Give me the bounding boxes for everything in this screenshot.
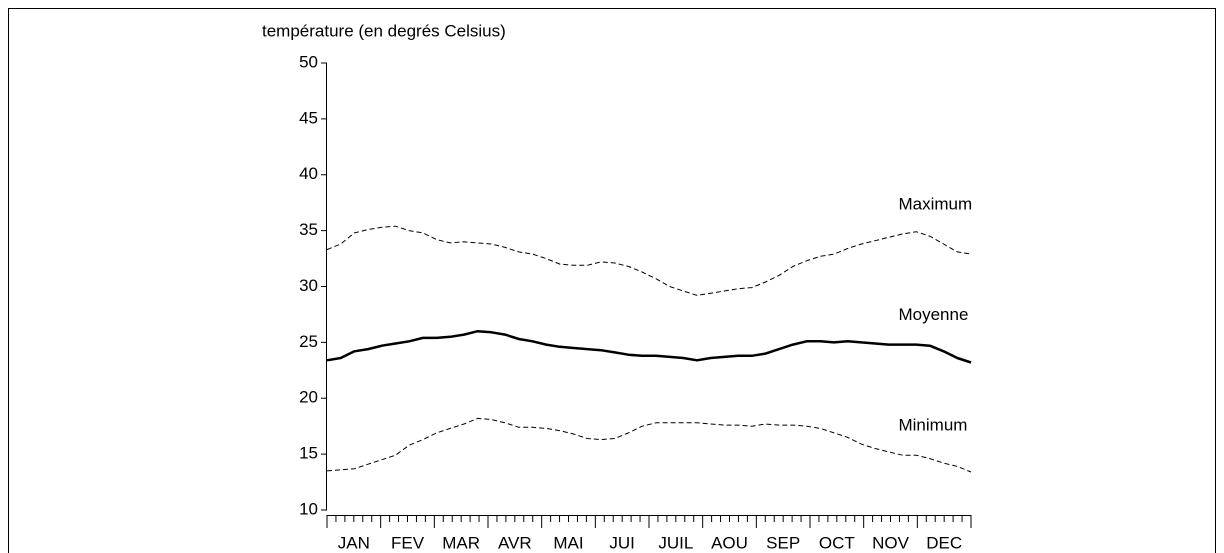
y-tick-label: 45 — [299, 108, 318, 127]
series-line — [326, 417, 972, 473]
series-label: Moyenne — [898, 305, 968, 324]
x-tick-label: DEC — [926, 533, 962, 552]
y-tick-label: 15 — [299, 444, 318, 463]
series-line — [326, 225, 972, 296]
x-tick-label: AOU — [711, 533, 748, 552]
x-tick-label: NOV — [872, 533, 910, 552]
series-label: Maximum — [898, 194, 972, 213]
x-tick-label: MAI — [553, 533, 583, 552]
y-tick-label: 20 — [299, 388, 318, 407]
frame — [8, 8, 1216, 553]
x-tick-label: JUI — [609, 533, 635, 552]
x-tick-label: OCT — [819, 533, 855, 552]
y-axis-label: température (en degrés Celsius) — [262, 21, 506, 40]
x-tick-label: SEP — [766, 533, 800, 552]
y-tick-label: 40 — [299, 164, 318, 183]
series-line — [326, 329, 972, 364]
x-tick-label: JAN — [338, 533, 370, 552]
x-tick-label: AVR — [498, 533, 532, 552]
y-tick-label: 10 — [299, 499, 318, 518]
x-tick-label: JUIL — [658, 533, 693, 552]
y-tick-label: 35 — [299, 220, 318, 239]
y-tick-label: 25 — [299, 332, 318, 351]
x-tick-label: FEV — [391, 533, 425, 552]
x-tick-label: MAR — [442, 533, 480, 552]
series-label: Minimum — [898, 416, 967, 435]
y-tick-label: 30 — [299, 276, 318, 295]
y-tick-label: 50 — [299, 52, 318, 71]
